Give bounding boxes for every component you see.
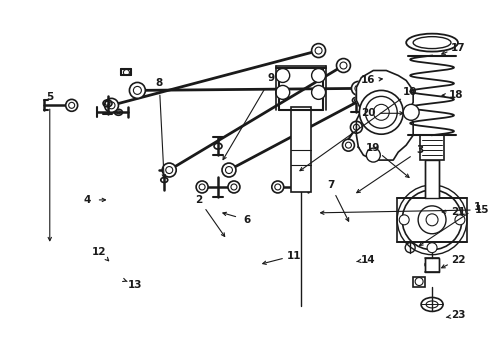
Text: 18: 18 [448, 90, 462, 100]
Text: 23: 23 [450, 310, 464, 320]
Circle shape [359, 90, 403, 134]
Circle shape [366, 148, 380, 162]
Text: 15: 15 [474, 205, 488, 215]
Circle shape [403, 104, 418, 120]
Circle shape [275, 68, 289, 82]
Bar [412, 276, 424, 287]
Circle shape [311, 44, 325, 58]
Circle shape [162, 163, 176, 177]
Circle shape [65, 99, 78, 111]
Text: 21: 21 [450, 207, 464, 217]
Circle shape [311, 85, 325, 99]
Text: 19: 19 [366, 143, 380, 153]
Text: 11: 11 [286, 251, 300, 261]
Circle shape [426, 187, 436, 197]
Text: 22: 22 [450, 255, 464, 265]
Circle shape [196, 181, 207, 193]
Circle shape [398, 215, 408, 225]
Text: 16: 16 [360, 76, 375, 85]
Text: 12: 12 [92, 247, 106, 257]
Circle shape [350, 121, 362, 133]
Text: 7: 7 [326, 180, 333, 190]
Ellipse shape [406, 33, 457, 51]
Ellipse shape [420, 297, 442, 311]
Circle shape [336, 59, 350, 72]
Circle shape [454, 215, 464, 225]
Circle shape [405, 243, 414, 253]
Circle shape [381, 78, 394, 93]
Text: 17: 17 [450, 42, 464, 53]
Bar [424, 160, 438, 198]
Circle shape [426, 243, 436, 253]
Ellipse shape [424, 260, 438, 269]
Text: 14: 14 [360, 255, 375, 265]
Circle shape [222, 163, 236, 177]
Circle shape [351, 81, 365, 95]
Bar [424, 258, 438, 271]
Circle shape [104, 98, 118, 112]
Circle shape [311, 68, 325, 82]
Circle shape [275, 85, 289, 99]
Text: 20: 20 [360, 108, 375, 118]
Text: 2: 2 [195, 195, 203, 205]
Text: 8: 8 [155, 78, 163, 89]
Text: 3: 3 [416, 145, 423, 155]
Circle shape [129, 82, 145, 98]
Circle shape [271, 181, 283, 193]
Bar [396, 198, 466, 242]
Text: 9: 9 [266, 73, 274, 84]
Text: 6: 6 [243, 215, 250, 225]
Circle shape [401, 190, 461, 250]
Text: 4: 4 [84, 195, 91, 205]
Text: 13: 13 [128, 279, 142, 289]
Circle shape [227, 181, 240, 193]
Circle shape [342, 139, 354, 151]
Bar [290, 107, 310, 192]
Text: 5: 5 [46, 93, 53, 102]
Text: 1: 1 [473, 202, 481, 212]
Text: 10: 10 [402, 87, 417, 98]
Polygon shape [356, 71, 412, 160]
Bar [419, 135, 443, 160]
